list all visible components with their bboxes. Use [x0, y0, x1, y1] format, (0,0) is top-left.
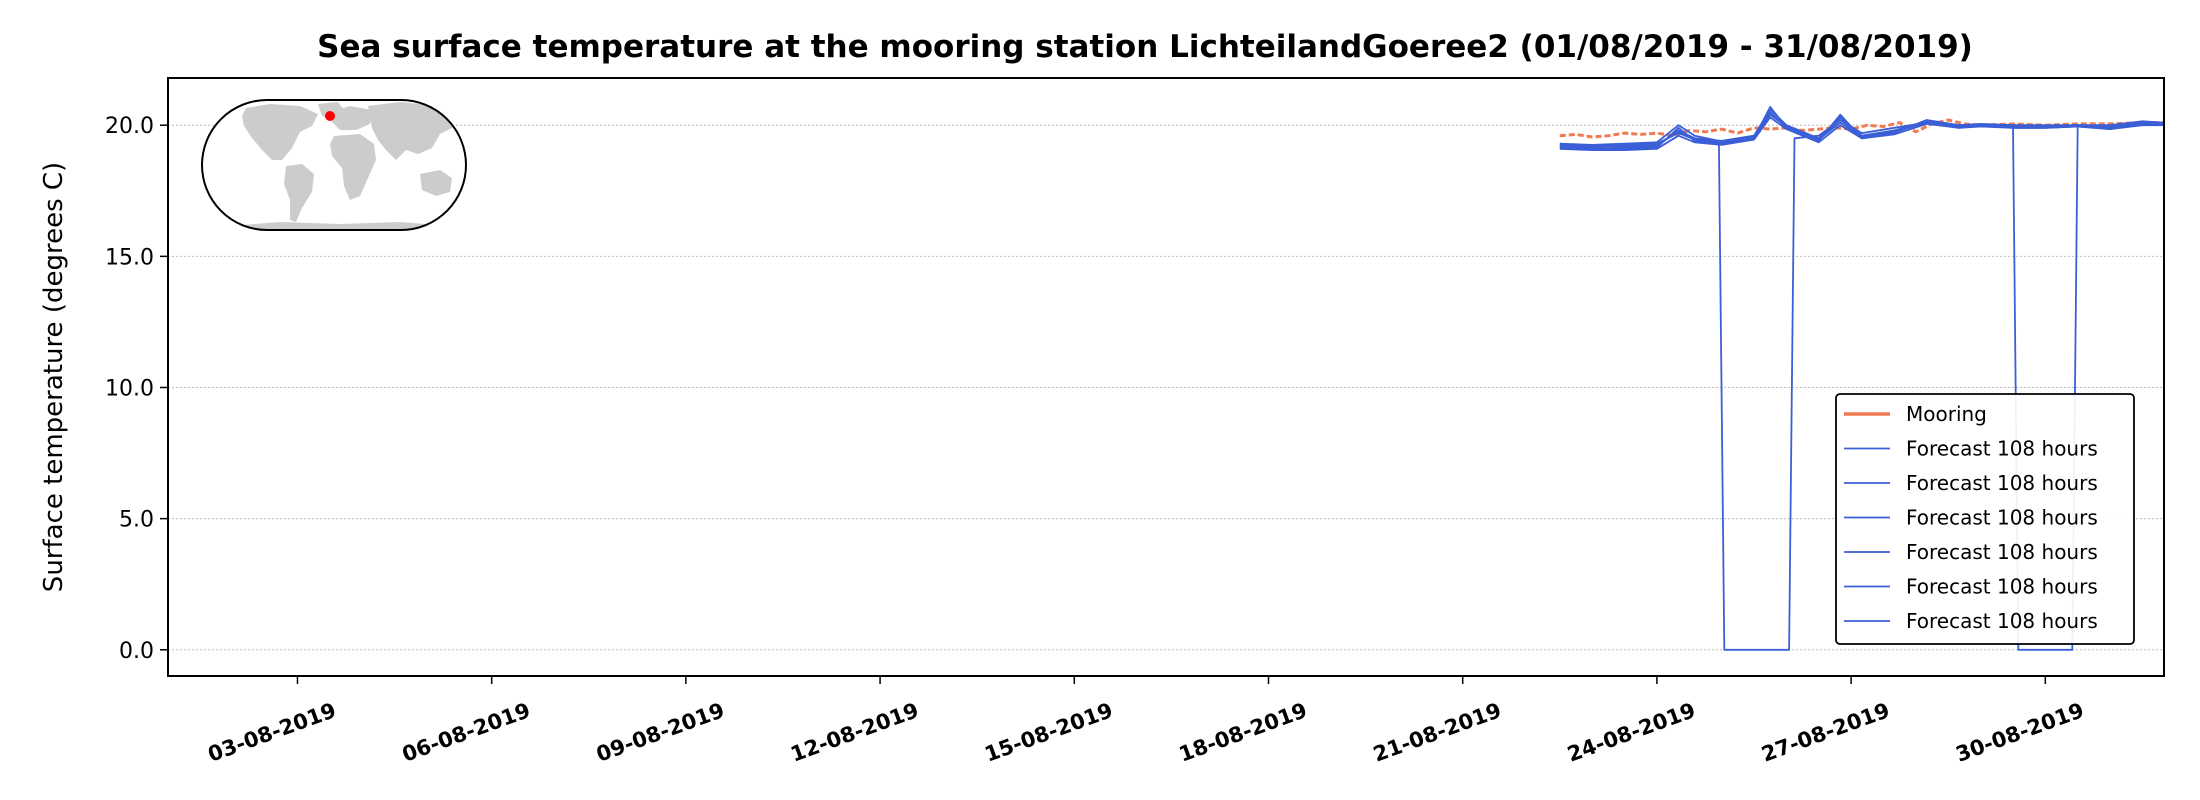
- chart-title: Sea surface temperature at the mooring s…: [317, 29, 1973, 65]
- y-axis: 0.0 5.0 10.0 15.0 20.0: [105, 114, 168, 664]
- series-line-forecast: [1559, 116, 2164, 152]
- continent-south-america: [284, 164, 314, 222]
- y-tick-label: 20.0: [105, 114, 154, 139]
- y-axis-label: Surface temperature (degrees C): [39, 162, 69, 592]
- legend-entry: Forecast 108 hours: [1906, 540, 2098, 564]
- legend-entry: Mooring: [1906, 402, 1987, 426]
- continent-africa: [330, 134, 376, 200]
- legend-box: [1835, 393, 2135, 645]
- plot-frame: [167, 77, 2165, 677]
- world-map-inset: [201, 99, 467, 231]
- station-marker: [325, 111, 335, 121]
- legend-entry: Forecast 108 hours: [1906, 575, 2098, 599]
- continent-asia: [368, 102, 460, 160]
- map-border: [201, 99, 467, 231]
- legend: Mooring Forecast 108 hours Forecast 108 ho…: [1835, 393, 2135, 645]
- continent-australia: [420, 170, 452, 196]
- legend-entry: Forecast 108 hours: [1906, 471, 2098, 495]
- continent-north-america: [242, 104, 318, 160]
- legend-entry: Forecast 108 hours: [1906, 437, 2098, 461]
- grid: [168, 124, 2164, 651]
- legend-entry: Forecast 108 hours: [1906, 609, 2098, 633]
- y-tick-label: 5.0: [119, 508, 154, 533]
- y-tick-label: 15.0: [105, 245, 154, 270]
- y-tick-label: 0.0: [119, 639, 154, 664]
- y-tick-label: 10.0: [105, 376, 154, 401]
- legend-entry: Forecast 108 hours: [1906, 506, 2098, 530]
- continent-europe: [330, 106, 372, 130]
